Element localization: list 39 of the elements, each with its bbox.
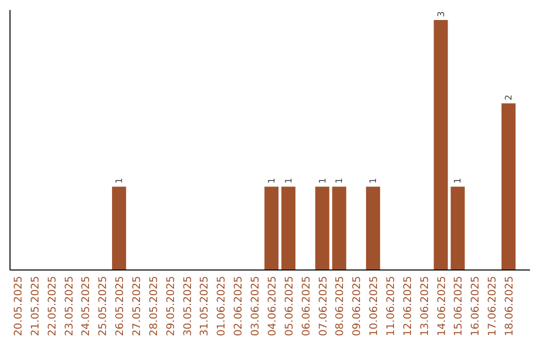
x-tick-label: 02.06.2025 xyxy=(232,276,245,336)
x-tick-label: 01.06.2025 xyxy=(216,276,228,336)
data-label: 1 xyxy=(369,178,380,184)
x-tick-label: 08.06.2025 xyxy=(334,276,346,336)
x-tick-label: 14.06.2025 xyxy=(436,276,448,336)
x-tick-label: 20.05.2025 xyxy=(12,276,24,336)
x-tick-label: 28.05.2025 xyxy=(148,276,160,336)
x-tick-label: 07.06.2025 xyxy=(317,276,330,336)
data-label: 1 xyxy=(267,178,278,184)
data-label: 1 xyxy=(454,178,464,184)
data-label: 2 xyxy=(504,94,515,100)
x-tick-label: 21.05.2025 xyxy=(29,276,42,336)
x-tick-label: 17.06.2025 xyxy=(486,276,499,336)
x-tick-label: 16.06.2025 xyxy=(470,276,482,336)
data-label: 1 xyxy=(115,178,126,184)
x-tick-label: 23.05.2025 xyxy=(63,276,76,336)
x-tick-label: 29.05.2025 xyxy=(164,276,177,336)
x-tick-label: 10.06.2025 xyxy=(368,276,380,336)
x-tick-label: 22.05.2025 xyxy=(46,276,58,336)
x-tick-label: 15.06.2025 xyxy=(452,276,465,336)
x-tick-label: 26.05.2025 xyxy=(114,276,126,336)
x-tick-label: 27.05.2025 xyxy=(131,276,143,336)
data-label: 1 xyxy=(335,178,346,184)
x-tick-label: 05.06.2025 xyxy=(283,276,296,336)
x-tick-label: 11.06.2025 xyxy=(385,276,397,336)
data-label: 1 xyxy=(318,178,328,184)
x-tick-label: 03.06.2025 xyxy=(250,276,262,336)
x-tick-label: 24.05.2025 xyxy=(80,276,92,336)
x-tick-label: 30.05.2025 xyxy=(182,276,194,336)
x-tick-label: 18.06.2025 xyxy=(504,276,516,336)
x-tick-label: 09.06.2025 xyxy=(351,276,364,336)
x-tick-label: 25.05.2025 xyxy=(97,276,110,336)
x-tick-label: 13.06.2025 xyxy=(418,276,431,336)
x-tick-label: 04.06.2025 xyxy=(266,276,278,336)
x-tick-label: 12.06.2025 xyxy=(402,276,414,336)
data-label: 3 xyxy=(436,11,447,17)
x-tick-label: 06.06.2025 xyxy=(300,276,312,336)
x-tick-label: 31.05.2025 xyxy=(198,276,211,336)
data-label: 1 xyxy=(284,178,294,184)
